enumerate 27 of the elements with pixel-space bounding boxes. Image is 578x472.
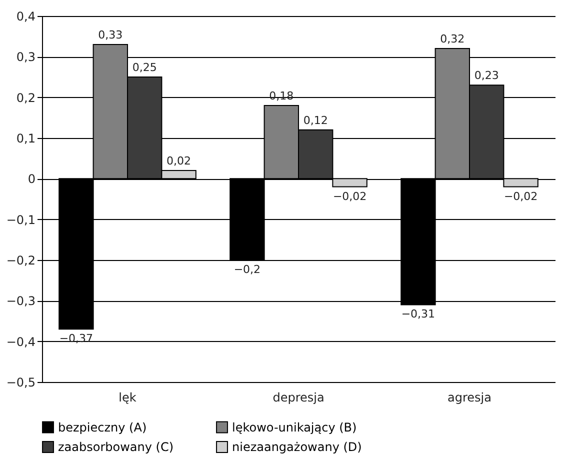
x-tick-label: depresja: [272, 390, 324, 404]
data-label: −0,31: [401, 308, 436, 321]
y-tick-label: 0,1: [16, 132, 36, 146]
data-label: 0,25: [132, 61, 157, 74]
data-label: −0,02: [504, 190, 538, 203]
y-tick-label: 0: [28, 172, 36, 186]
data-label: 0,02: [166, 154, 192, 168]
y-tick-label: 0,3: [16, 50, 36, 64]
data-label: 0,23: [474, 69, 499, 82]
data-label: 0,33: [98, 28, 123, 42]
y-tick-label: −0,5: [6, 376, 36, 390]
y-tick-label: −0,1: [6, 212, 36, 227]
data-label: −0,02: [332, 190, 367, 203]
legend-label: lękowo-unikający (B): [232, 420, 357, 434]
y-tick-label: 0,4: [16, 10, 36, 24]
legend-label: zaabsorbowany (C): [58, 440, 174, 454]
legend-label: niezaangażowany (D): [232, 440, 362, 454]
y-tick-label: −0,3: [6, 294, 36, 308]
y-tick-label: −0,2: [6, 254, 36, 268]
y-tick-label: −0,4: [6, 334, 36, 349]
data-label: 0,32: [440, 32, 465, 46]
data-label: −0,2: [234, 263, 261, 276]
data-label: 0,12: [303, 114, 328, 127]
x-tick-label: agresja: [448, 390, 492, 404]
y-tick-label: 0,2: [16, 90, 36, 105]
legend-label: bezpieczny (A): [58, 420, 147, 434]
x-tick-label: lęk: [118, 390, 136, 404]
